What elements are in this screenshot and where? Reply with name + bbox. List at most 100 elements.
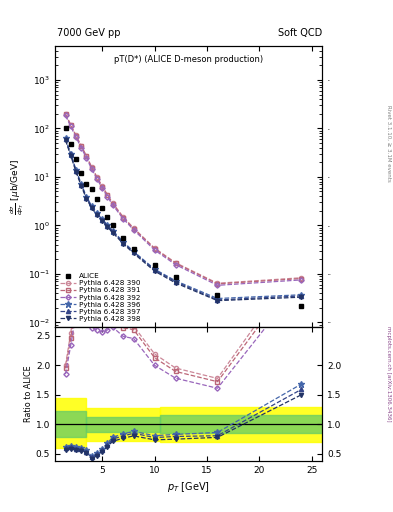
Bar [55, 398, 86, 448]
Text: 7000 GeV pp: 7000 GeV pp [57, 28, 121, 38]
Pythia 6.428 392 [79, 145, 84, 151]
Bar [86, 417, 160, 432]
Pythia 6.428 391 [131, 225, 136, 231]
Pythia 6.428 398 [79, 183, 84, 189]
Pythia 6.428 391 [84, 153, 89, 159]
Pythia 6.428 396 [152, 266, 157, 272]
ALICE [79, 170, 84, 176]
Pythia 6.428 396 [100, 216, 105, 222]
ALICE [68, 141, 73, 147]
Pythia 6.428 391 [105, 192, 110, 198]
ALICE [110, 222, 115, 228]
Pythia 6.428 398 [131, 250, 136, 257]
Pythia 6.428 391 [152, 246, 157, 252]
Y-axis label: Ratio to ALICE: Ratio to ALICE [24, 366, 33, 422]
Pythia 6.428 390 [173, 260, 178, 266]
Pythia 6.428 396 [95, 210, 99, 216]
Bar [86, 408, 160, 441]
Pythia 6.428 398 [110, 229, 115, 236]
Pythia 6.428 397 [215, 297, 220, 303]
Line: Pythia 6.428 397: Pythia 6.428 397 [63, 137, 303, 302]
ALICE [173, 274, 178, 280]
Pythia 6.428 398 [215, 297, 220, 304]
Legend: ALICE, Pythia 6.428 390, Pythia 6.428 391, Pythia 6.428 392, Pythia 6.428 396, P: ALICE, Pythia 6.428 390, Pythia 6.428 39… [59, 272, 142, 324]
Pythia 6.428 391 [173, 260, 178, 266]
Pythia 6.428 398 [95, 212, 99, 218]
ALICE [105, 214, 110, 220]
Text: ALICE_2017_I1511870: ALICE_2017_I1511870 [152, 335, 226, 342]
Pythia 6.428 397 [299, 293, 304, 299]
Pythia 6.428 398 [89, 205, 94, 211]
Text: Soft QCD: Soft QCD [278, 28, 322, 38]
ALICE [215, 292, 220, 298]
Pythia 6.428 391 [95, 175, 99, 181]
Pythia 6.428 397 [131, 249, 136, 255]
Pythia 6.428 398 [63, 137, 68, 143]
Text: mcplots.cern.ch [arXiv:1306.3436]: mcplots.cern.ch [arXiv:1306.3436] [386, 326, 391, 421]
Pythia 6.428 390 [105, 191, 110, 198]
Pythia 6.428 396 [121, 239, 125, 245]
ALICE [89, 186, 94, 193]
ALICE [131, 246, 136, 252]
Pythia 6.428 392 [215, 282, 220, 288]
Pythia 6.428 396 [79, 181, 84, 187]
Pythia 6.428 397 [84, 195, 89, 201]
Pythia 6.428 390 [84, 153, 89, 159]
Pythia 6.428 397 [105, 223, 110, 229]
Pythia 6.428 396 [131, 248, 136, 254]
Pythia 6.428 397 [68, 152, 73, 158]
Pythia 6.428 396 [299, 292, 304, 298]
Pythia 6.428 396 [173, 278, 178, 284]
Pythia 6.428 397 [89, 204, 94, 210]
Pythia 6.428 392 [173, 262, 178, 268]
Pythia 6.428 390 [299, 275, 304, 281]
Pythia 6.428 398 [105, 224, 110, 230]
Pythia 6.428 397 [110, 228, 115, 234]
Pythia 6.428 392 [84, 155, 89, 161]
Pythia 6.428 390 [73, 132, 78, 138]
Pythia 6.428 392 [63, 113, 68, 119]
Pythia 6.428 390 [152, 245, 157, 251]
Line: Pythia 6.428 390: Pythia 6.428 390 [63, 112, 303, 285]
Pythia 6.428 390 [79, 143, 84, 149]
Line: Pythia 6.428 391: Pythia 6.428 391 [63, 112, 303, 286]
ALICE [73, 156, 78, 162]
Pythia 6.428 390 [95, 174, 99, 180]
Pythia 6.428 398 [299, 294, 304, 300]
Line: Pythia 6.428 396: Pythia 6.428 396 [62, 135, 305, 302]
Pythia 6.428 397 [173, 279, 178, 285]
ALICE [84, 181, 89, 187]
Pythia 6.428 391 [79, 143, 84, 150]
ALICE [299, 303, 304, 309]
Pythia 6.428 392 [131, 227, 136, 233]
Pythia 6.428 396 [63, 136, 68, 142]
ALICE [100, 205, 105, 211]
Pythia 6.428 392 [121, 216, 125, 222]
Pythia 6.428 392 [152, 247, 157, 253]
Pythia 6.428 391 [68, 122, 73, 129]
Pythia 6.428 392 [100, 185, 105, 191]
X-axis label: $p_T$ [GeV]: $p_T$ [GeV] [167, 480, 210, 494]
Pythia 6.428 396 [105, 222, 110, 228]
ALICE [95, 196, 99, 202]
Pythia 6.428 390 [63, 111, 68, 117]
Pythia 6.428 398 [84, 196, 89, 202]
Pythia 6.428 390 [131, 225, 136, 231]
Pythia 6.428 391 [299, 275, 304, 282]
Line: Pythia 6.428 392: Pythia 6.428 392 [64, 114, 303, 287]
Pythia 6.428 397 [95, 211, 99, 217]
Pythia 6.428 398 [100, 218, 105, 224]
Pythia 6.428 391 [63, 111, 68, 117]
Pythia 6.428 397 [79, 182, 84, 188]
Pythia 6.428 396 [84, 194, 89, 200]
Pythia 6.428 392 [110, 202, 115, 208]
ALICE [121, 235, 125, 241]
Pythia 6.428 392 [89, 166, 94, 172]
Pythia 6.428 390 [68, 121, 73, 127]
Text: Rivet 3.1.10, ≥ 3.1M events: Rivet 3.1.10, ≥ 3.1M events [386, 105, 391, 182]
Pythia 6.428 397 [73, 167, 78, 174]
Pythia 6.428 398 [121, 241, 125, 247]
Text: pT(D*) (ALICE D-meson production): pT(D*) (ALICE D-meson production) [114, 54, 263, 63]
Pythia 6.428 392 [68, 123, 73, 130]
Pythia 6.428 391 [89, 164, 94, 170]
